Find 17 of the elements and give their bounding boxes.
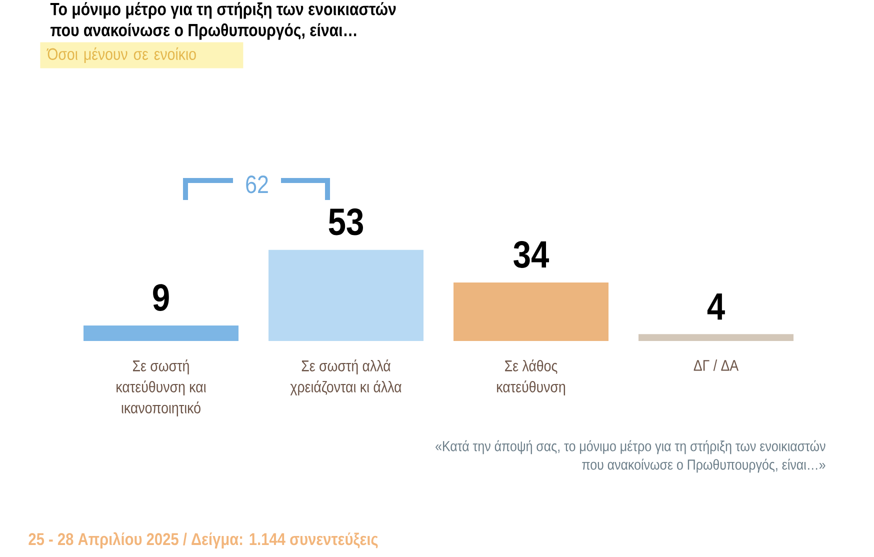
bar — [268, 250, 424, 341]
data-label: 53 — [328, 208, 364, 236]
data-label: 4 — [707, 293, 725, 320]
x-tick-label: Σε σωστή κατεύθυνση και ικανοποιητικό — [116, 360, 206, 416]
data-label: 9 — [153, 284, 169, 311]
chart-subtitle: Όσοι μένουν σε ενοίκιο — [46, 47, 196, 63]
text: «Κατά την άποψή σας, το μόνιμο μέτρο για τη στήριξη των ενοικιαστών που ανακοίνωσε ο Πρωθυπουργός, είναι…» — [436, 440, 826, 473]
bar — [454, 282, 609, 341]
data-label: 34 — [514, 241, 550, 268]
text: 25 - 28 Απριλίου 2025 / Δείγμα: 1.144 συνεντεύξεις — [28, 532, 378, 549]
x-tick-label: Σε λάθος κατεύθυνση — [497, 360, 566, 396]
bar — [638, 334, 794, 341]
x-tick-label: ΔΓ / ΔΑ — [694, 360, 739, 371]
text: 62 — [246, 176, 268, 194]
x-tick-label: Σε σωστή αλλά χρειάζονται κι άλλα — [290, 360, 402, 396]
chart-title: Το μόνιμο μέτρο για τη στήριξη των ενοικιαστών που ανακοίνωσε ο Πρωθυπουργός, είναι… — [50, 2, 396, 40]
bar — [84, 326, 239, 341]
